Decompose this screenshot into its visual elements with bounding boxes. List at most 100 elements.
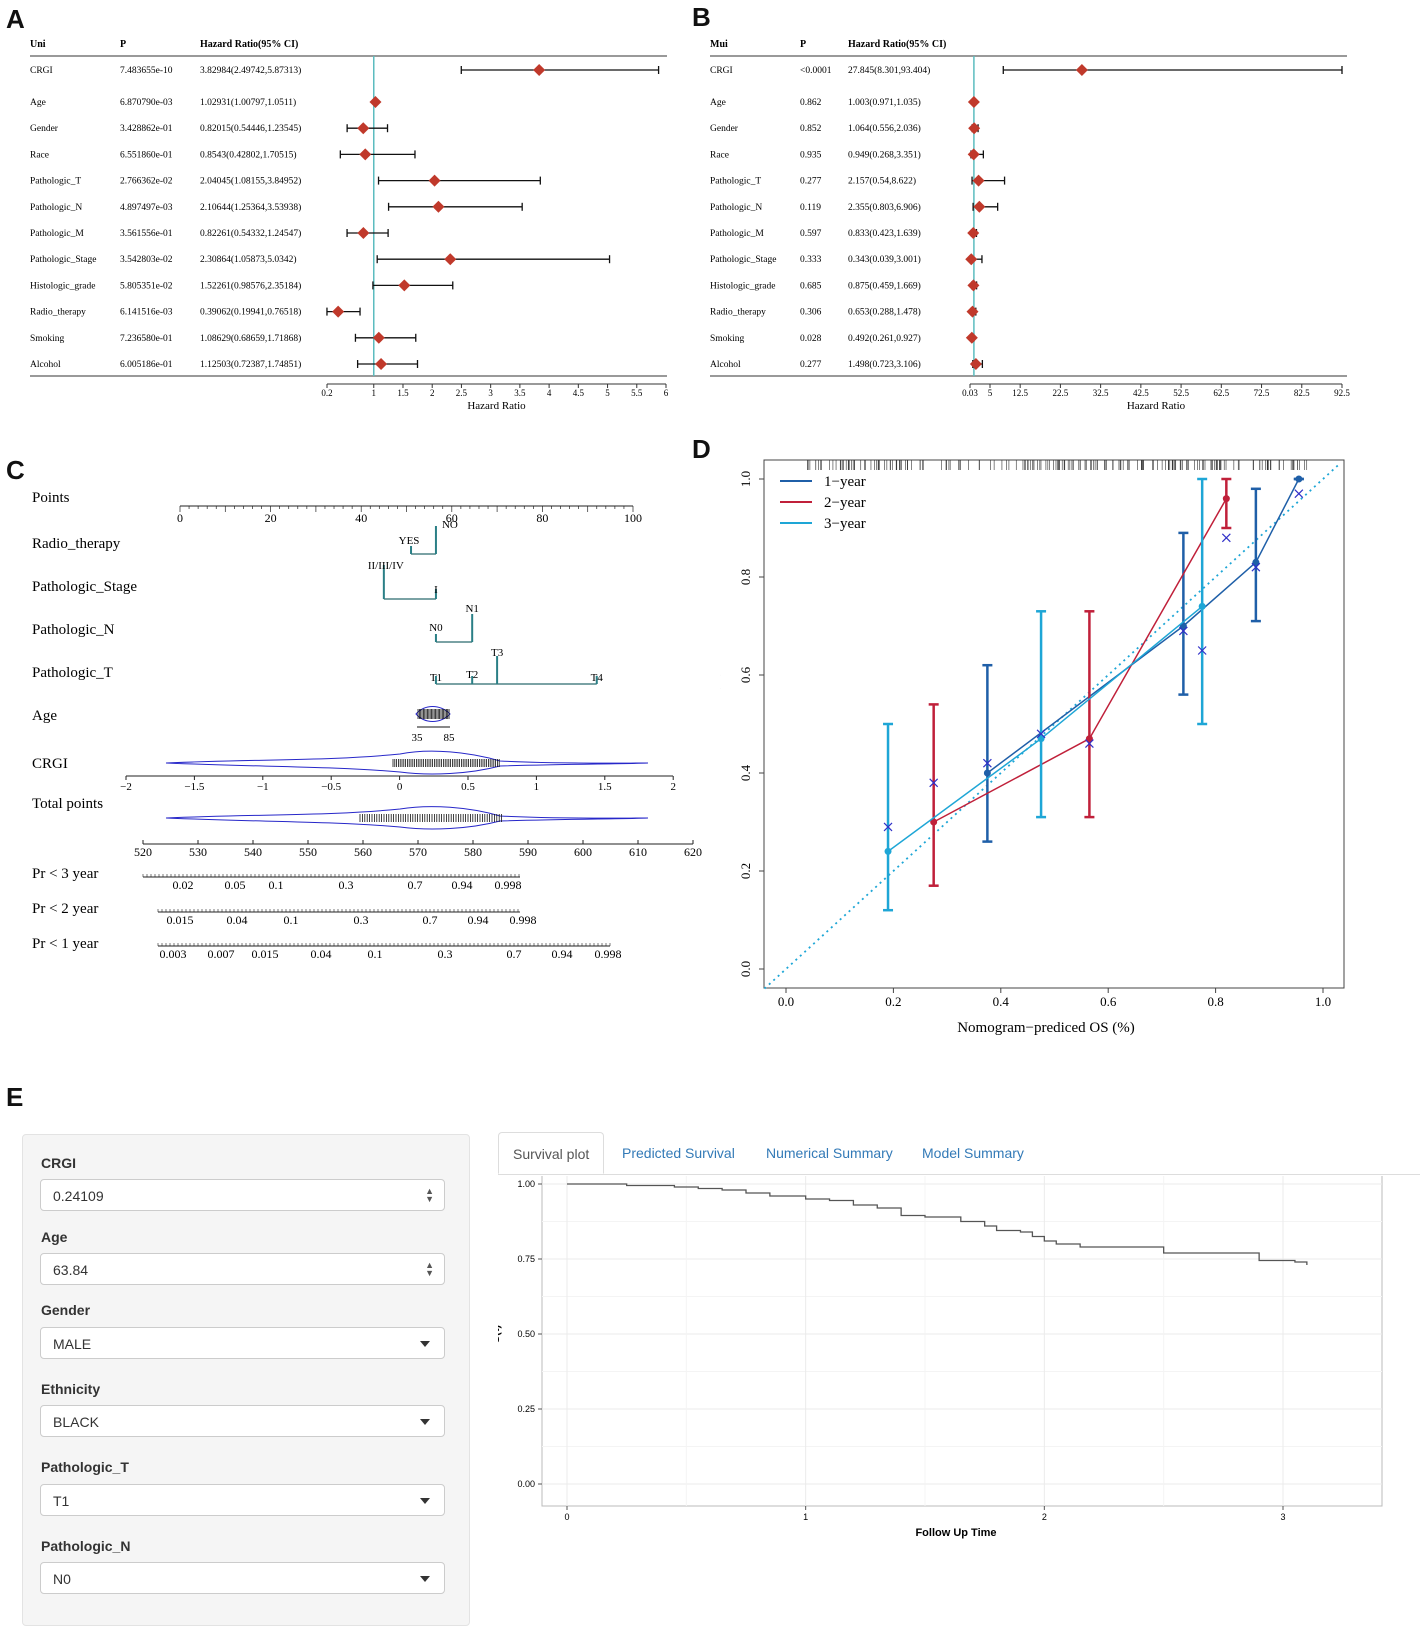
x-tick-label: 0.4: [993, 994, 1010, 1009]
x-tick-label: 82.5: [1294, 388, 1310, 398]
panel-label-a: A: [6, 4, 25, 34]
tab-survival-plot[interactable]: Survival plot: [498, 1132, 605, 1174]
pr2-tick-label: 0.7: [423, 913, 438, 927]
row-p-value: 5.805351e-02: [120, 281, 173, 291]
row-variable-label: Radio_therapy: [710, 308, 766, 318]
legend-label: 1−year: [824, 474, 866, 490]
pr3-tick-label: 0.998: [495, 878, 522, 892]
legend-label: 2−year: [824, 495, 866, 511]
x-tick-label: 72.5: [1254, 388, 1270, 398]
row-hr-text: 0.875(0.459,1.669): [848, 280, 921, 291]
header-hazard-ratio: Hazard Ratio(95% CI): [848, 39, 946, 50]
crgi-input[interactable]: 0.24109 ▲ ▼: [40, 1179, 445, 1211]
pathologic-t-level-label: T3: [491, 647, 504, 659]
crgi-label: CRGI: [32, 756, 68, 772]
pr1-tick-label: 0.04: [311, 947, 332, 961]
x-tick-label: 92.5: [1334, 388, 1350, 398]
total-points-tick-label: 520: [134, 845, 152, 859]
row-p-value: 0.852: [800, 124, 822, 134]
row-hr-text: 0.343(0.039,3.001): [848, 254, 921, 265]
pathologic-t-value: T1: [53, 1493, 70, 1509]
chevron-down-icon: [420, 1576, 430, 1582]
age-density: [415, 706, 451, 722]
row-p-value: 0.862: [800, 98, 822, 108]
pr3-tick-label: 0.7: [408, 878, 423, 892]
hr-diamond: [533, 64, 546, 76]
pathologic-t-label: Pathologic_T: [41, 1459, 129, 1475]
row-hr-text: 0.653(0.288,1.478): [848, 307, 921, 318]
pathologic-t-level-label: T2: [466, 669, 478, 681]
pr2-tick-label: 0.998: [510, 913, 537, 927]
tab-model-summary[interactable]: Model Summary: [922, 1145, 1024, 1161]
x-tick-label: 2: [1042, 1512, 1047, 1522]
bias-corrected-marker: [1294, 489, 1304, 499]
pr3-tick-label: 0.94: [452, 878, 473, 892]
row-hr-text: 2.355(0.803,6.906): [848, 202, 921, 213]
spinner-icon[interactable]: ▲ ▼: [425, 1186, 434, 1204]
y-tick-label: 0.50: [517, 1329, 535, 1339]
ideal-line: [763, 463, 1340, 990]
x-tick-label: 2.5: [456, 388, 468, 398]
hr-diamond: [965, 331, 978, 344]
total-points-tick-label: 590: [519, 845, 537, 859]
observed-point: [1222, 495, 1230, 503]
y-tick-label: 0.00: [517, 1479, 535, 1489]
x-tick-label: 0.2: [321, 388, 332, 398]
header-p: P: [120, 39, 126, 50]
total-points-tick-label: 580: [464, 845, 482, 859]
hr-diamond: [973, 200, 986, 213]
row-hr-text: 0.82015(0.54446,1.23545): [200, 123, 301, 134]
hr-diamond: [444, 253, 457, 266]
pathologic-stage-level-label: I: [434, 584, 438, 596]
row-p-value: 4.897497e-03: [120, 203, 173, 213]
row-variable-label: Pathologic_M: [30, 229, 84, 239]
panel-label-e: E: [6, 1082, 24, 1112]
row-p-value: 3.428862e-01: [120, 124, 173, 134]
crgi-tick-label: 2: [670, 781, 676, 793]
hr-diamond: [972, 174, 985, 187]
x-tick-label: 0.2: [885, 994, 901, 1009]
row-hr-text: 0.492(0.261,0.927): [848, 333, 921, 344]
hr-diamond: [967, 279, 980, 292]
hr-diamond: [1075, 64, 1088, 76]
spinner-icon[interactable]: ▲ ▼: [425, 1260, 434, 1278]
ethnicity-select[interactable]: BLACK: [40, 1405, 445, 1437]
gender-value: MALE: [53, 1336, 92, 1352]
row-hr-text: 1.064(0.556,2.036): [848, 123, 921, 134]
pathologic-t-select[interactable]: T1: [40, 1484, 445, 1516]
pr2-tick-label: 0.04: [227, 913, 248, 927]
header-hazard-ratio: Hazard Ratio(95% CI): [200, 39, 298, 50]
pr2-label: Pr < 2 year: [32, 901, 98, 917]
row-variable-label: CRGI: [30, 66, 53, 76]
crgi-tick-label: 1.5: [598, 781, 612, 793]
crgi-tick-label: 0: [397, 781, 403, 793]
pathologic-n-select[interactable]: N0: [40, 1562, 445, 1594]
row-p-value: <0.0001: [800, 66, 832, 76]
row-hr-text: 0.82261(0.54332,1.24547): [200, 228, 301, 239]
row-variable-label: Histologic_grade: [710, 281, 775, 291]
tab-predicted-survival[interactable]: Predicted Survival: [622, 1145, 735, 1161]
row-hr-text: 0.39062(0.19941,0.76518): [200, 307, 301, 318]
points-label: Points: [32, 490, 70, 506]
points-tick-label: 40: [355, 511, 367, 525]
row-hr-text: 1.52261(0.98576,2.35184): [200, 280, 301, 291]
bias-corrected-marker: [982, 758, 992, 768]
bias-corrected-marker: [1251, 562, 1261, 572]
tab-numerical-summary[interactable]: Numerical Summary: [766, 1145, 893, 1161]
panel-label-b: B: [692, 2, 711, 32]
x-axis-title: Hazard Ratio: [467, 400, 526, 412]
observed-point: [1198, 602, 1206, 610]
gender-select[interactable]: MALE: [40, 1327, 445, 1359]
age-input[interactable]: 63.84 ▲ ▼: [40, 1253, 445, 1285]
row-variable-label: Radio_therapy: [30, 308, 86, 318]
total-points-tick-label: 620: [684, 845, 702, 859]
hr-diamond: [375, 358, 388, 370]
header-variable: Uni: [30, 39, 46, 50]
radio-therapy-level-label: YES: [399, 535, 420, 547]
x-tick-label: 1.5: [397, 388, 409, 398]
forest-plot-multivariate: Mui P Hazard Ratio(95% CI) CRGI <0.0001 27.84…: [710, 39, 1350, 412]
chevron-down-icon: [420, 1419, 430, 1425]
survival-curve: [567, 1183, 1308, 1265]
x-tick-label: 1.0: [1315, 994, 1331, 1009]
